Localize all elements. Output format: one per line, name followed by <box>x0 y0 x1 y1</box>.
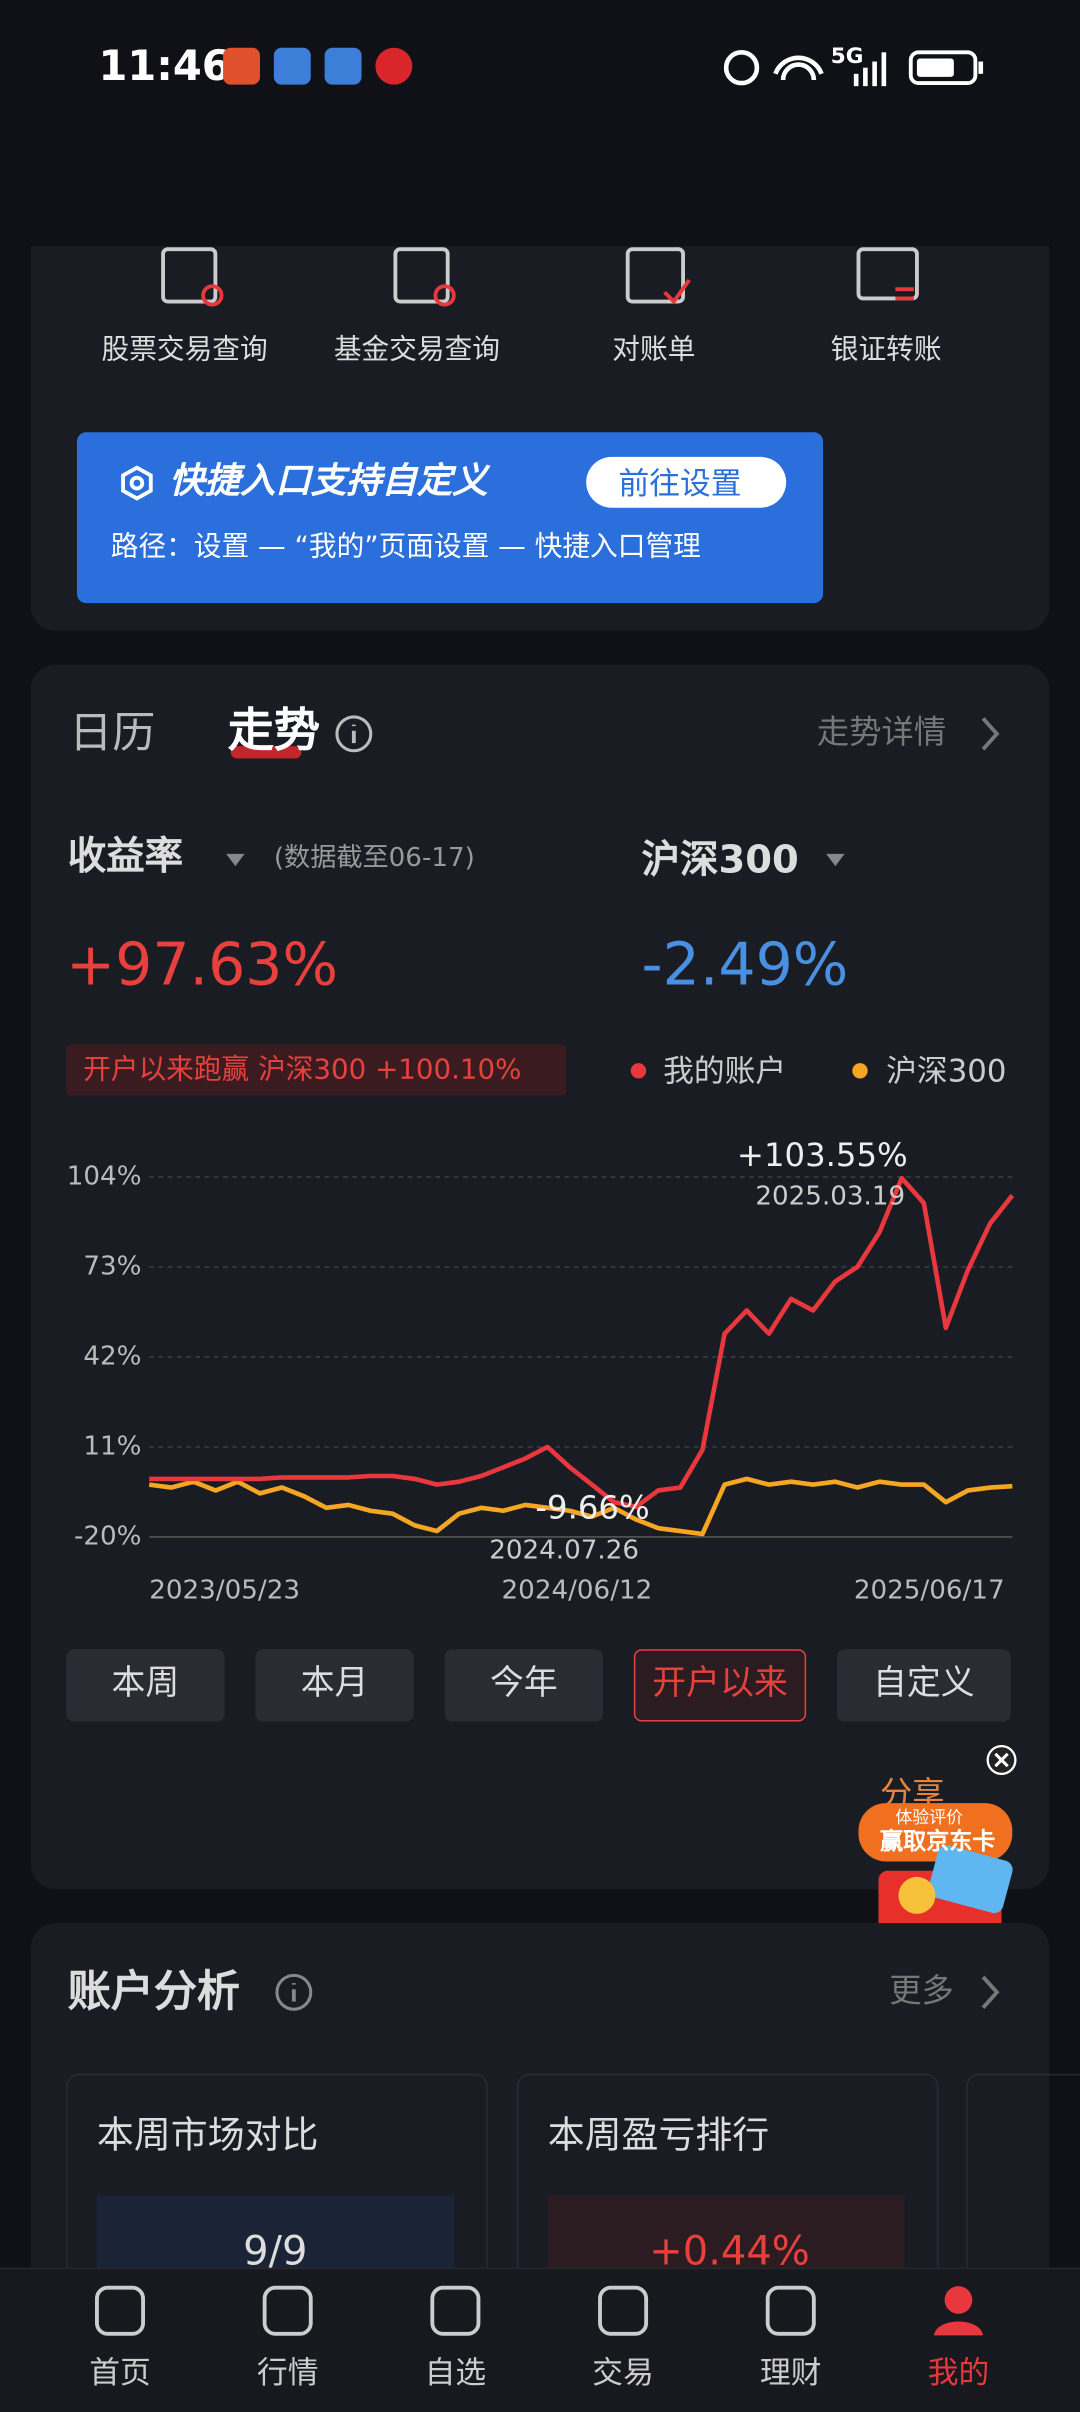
y-tick-label: -20% <box>74 1521 142 1551</box>
subcard-title: 本周市场对比 <box>96 2113 319 2157</box>
nav-icon[interactable] <box>425 2280 487 2342</box>
benchmark-return: -2.49% <box>641 930 849 999</box>
nav-label[interactable]: 理财 <box>759 2353 822 2391</box>
legend-label: 我的账户 <box>663 1052 787 1090</box>
status-icons <box>723 49 984 87</box>
bottom-nav <box>0 2267 1080 2412</box>
period-button[interactable] <box>255 1649 414 1722</box>
period-button[interactable] <box>66 1649 225 1722</box>
period-label[interactable]: 今年 <box>489 1664 558 1704</box>
y-tick-label: 42% <box>83 1341 141 1371</box>
tab-active[interactable]: 走势 <box>227 704 320 759</box>
y-tick-label: 73% <box>83 1251 141 1281</box>
period-label[interactable]: 开户以来 <box>652 1664 788 1704</box>
beat-box <box>66 1044 567 1096</box>
period-label[interactable]: 本月 <box>300 1664 369 1704</box>
period-label[interactable]: 自定义 <box>873 1664 975 1704</box>
subcard-value: +0.44% <box>649 2229 810 2276</box>
tip-title: 快捷入口支持自定义 <box>169 461 488 502</box>
shortcut-icons <box>161 247 919 307</box>
my-return: +97.63% <box>66 930 339 999</box>
series-line <box>148 1476 1013 1537</box>
shortcut-label[interactable]: 银证转账 <box>830 333 942 367</box>
nav-label[interactable]: 自选 <box>424 2353 487 2391</box>
period-label[interactable]: 本周 <box>111 1664 180 1704</box>
dropdown <box>226 853 245 867</box>
annotation: -9.66% <box>535 1489 650 1527</box>
chevron <box>981 717 1000 751</box>
shortcut-label[interactable]: 对账单 <box>612 333 696 367</box>
x-label: 2024/06/12 <box>501 1575 653 1607</box>
app-icon <box>223 47 260 85</box>
tip-path: 路径：设置 — “我的”页面设置 — 快捷入口管理 <box>110 530 701 564</box>
chevron <box>981 1975 1000 2009</box>
dropdown <box>826 853 845 867</box>
info-icon[interactable] <box>274 1972 317 2015</box>
legend-dot <box>630 1063 647 1079</box>
header-bg <box>0 129 1080 247</box>
series-line <box>149 1175 1015 1510</box>
metric-label[interactable]: 收益率 <box>67 833 184 879</box>
tab[interactable]: 日历 <box>69 707 156 759</box>
legend-label: 沪深300 <box>886 1052 1007 1090</box>
period-button[interactable] <box>444 1649 604 1722</box>
shortcut-label[interactable]: 股票交易查询 <box>101 333 268 367</box>
beat-text: 开户以来跑赢 沪深300 +100.10% <box>83 1053 522 1087</box>
legend-dot <box>852 1063 868 1079</box>
nav-icon[interactable] <box>89 2280 151 2342</box>
subcard-title: 本周盈亏排行 <box>547 2113 770 2157</box>
period-button[interactable] <box>633 1649 807 1722</box>
x-label: 2023/05/23 <box>149 1575 300 1607</box>
trend-detail[interactable]: 走势详情 <box>816 713 947 751</box>
subcard-value: 9/9 <box>243 2229 308 2276</box>
y-tick-label: 11% <box>83 1431 141 1461</box>
annotation-date: 2024.07.26 <box>489 1535 639 1567</box>
time: 11:46 <box>98 43 231 91</box>
analysis-title: 账户分析 <box>67 1966 241 2017</box>
nav-label[interactable]: 我的 <box>927 2353 990 2391</box>
benchmark-label[interactable]: 沪深300 <box>641 836 799 882</box>
nav-label[interactable]: 交易 <box>592 2353 654 2391</box>
annotation-date: 2025.03.19 <box>755 1181 906 1213</box>
as-of: (数据截至06-17) <box>273 843 475 874</box>
nav-label[interactable]: 首页 <box>89 2353 151 2391</box>
network: 5G <box>830 44 864 70</box>
info-icon[interactable] <box>334 714 377 757</box>
nav-label[interactable]: 行情 <box>256 2353 319 2391</box>
y-tick-label: 104% <box>67 1161 142 1191</box>
period-button[interactable] <box>836 1649 1011 1722</box>
nav-icon[interactable] <box>928 2280 990 2342</box>
tab-underline <box>230 746 302 759</box>
x-label: 2025/06/17 <box>853 1575 1005 1607</box>
app-icon <box>375 47 413 85</box>
nav-icon[interactable] <box>760 2280 822 2342</box>
tip-icon <box>121 465 153 501</box>
shortcut-label[interactable]: 基金交易查询 <box>333 333 500 367</box>
app-icon <box>324 47 362 85</box>
nav-icon[interactable] <box>257 2280 319 2342</box>
tip-button[interactable] <box>586 456 787 508</box>
nav-icon[interactable] <box>592 2280 654 2342</box>
more[interactable]: 更多 <box>889 1972 954 2010</box>
promo-text[interactable]: 赢取京东卡 <box>879 1827 996 1856</box>
tip-button-label[interactable]: 前往设置 <box>618 464 742 502</box>
annotation: +103.55% <box>736 1136 908 1174</box>
app-icon <box>273 47 311 85</box>
promo-text[interactable]: 体验评价 <box>895 1807 964 1828</box>
